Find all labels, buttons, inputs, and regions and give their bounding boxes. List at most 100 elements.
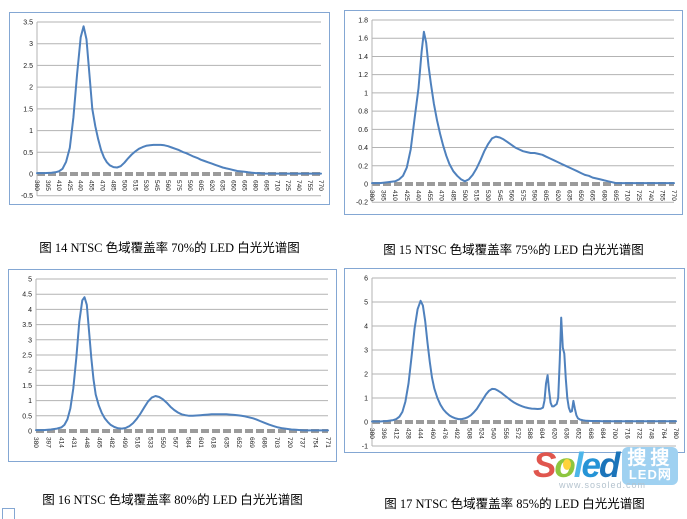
svg-text:650: 650 bbox=[577, 190, 584, 201]
svg-text:482: 482 bbox=[108, 437, 115, 448]
svg-text:-0.2: -0.2 bbox=[356, 200, 368, 207]
svg-text:572: 572 bbox=[514, 428, 521, 439]
svg-text:380: 380 bbox=[32, 437, 39, 448]
svg-text:560: 560 bbox=[164, 180, 171, 191]
svg-text:635: 635 bbox=[565, 190, 572, 201]
svg-text:0.2: 0.2 bbox=[358, 163, 368, 170]
svg-text:444: 444 bbox=[417, 428, 424, 439]
svg-text:605: 605 bbox=[197, 180, 204, 191]
svg-text:515: 515 bbox=[131, 180, 138, 191]
svg-text:455: 455 bbox=[88, 180, 95, 191]
svg-text:590: 590 bbox=[531, 190, 538, 201]
svg-text:-1: -1 bbox=[362, 444, 368, 451]
svg-text:410: 410 bbox=[55, 180, 62, 191]
svg-text:545: 545 bbox=[153, 180, 160, 191]
svg-text:780: 780 bbox=[672, 428, 679, 439]
spectrum-chart-80pct: 5 4.5 4 3.5 3 2.5 2 1.5 1 0.5 0 380 397 414 431 448 465 4… bbox=[8, 269, 337, 462]
svg-text:395: 395 bbox=[380, 190, 387, 201]
svg-text:710: 710 bbox=[273, 180, 280, 191]
svg-text:460: 460 bbox=[429, 428, 436, 439]
svg-text:533: 533 bbox=[146, 437, 153, 448]
svg-text:-0.5: -0.5 bbox=[21, 193, 33, 200]
svg-text:545: 545 bbox=[496, 190, 503, 201]
svg-text:508: 508 bbox=[465, 428, 472, 439]
svg-text:665: 665 bbox=[241, 180, 248, 191]
svg-text:515: 515 bbox=[473, 190, 480, 201]
svg-text:635: 635 bbox=[222, 437, 229, 448]
svg-text:652: 652 bbox=[235, 437, 242, 448]
svg-text:680: 680 bbox=[600, 190, 607, 201]
svg-text:3: 3 bbox=[364, 348, 368, 355]
svg-text:530: 530 bbox=[142, 180, 149, 191]
svg-text:3: 3 bbox=[29, 41, 33, 48]
sosoled-badge: 搜搜 LED网 bbox=[622, 447, 679, 485]
svg-text:380: 380 bbox=[368, 428, 375, 439]
svg-text:754: 754 bbox=[311, 437, 318, 448]
svg-text:425: 425 bbox=[403, 190, 410, 201]
svg-text:700: 700 bbox=[611, 428, 618, 439]
svg-text:2: 2 bbox=[29, 85, 33, 92]
spectrum-chart-85pct: 6 5 4 3 2 1 0 -1 380 396 412 428 444 460 476 492 508 524 5… bbox=[344, 268, 685, 453]
svg-text:770: 770 bbox=[317, 180, 324, 191]
svg-text:396: 396 bbox=[380, 428, 387, 439]
svg-text:703: 703 bbox=[273, 437, 280, 448]
figure-caption-14: 图 14 NTSC 色域覆盖率 70%的 LED 白光光谱图 bbox=[39, 241, 300, 255]
svg-text:492: 492 bbox=[453, 428, 460, 439]
figure-caption-16: 图 16 NTSC 色域覆盖率 80%的 LED 白光光谱图 bbox=[42, 493, 303, 507]
svg-text:2: 2 bbox=[364, 372, 368, 379]
svg-text:1.6: 1.6 bbox=[358, 36, 368, 43]
svg-text:5: 5 bbox=[28, 277, 32, 284]
svg-text:560: 560 bbox=[507, 190, 514, 201]
badge-text-cn: 搜搜 bbox=[627, 448, 674, 469]
svg-text:0: 0 bbox=[364, 420, 368, 427]
svg-text:755: 755 bbox=[658, 190, 665, 201]
svg-text:540: 540 bbox=[490, 428, 497, 439]
svg-text:6: 6 bbox=[364, 276, 368, 283]
svg-text:2.5: 2.5 bbox=[22, 353, 32, 360]
svg-text:500: 500 bbox=[120, 180, 127, 191]
svg-text:485: 485 bbox=[109, 180, 116, 191]
svg-text:428: 428 bbox=[404, 428, 411, 439]
svg-text:1: 1 bbox=[364, 90, 368, 97]
svg-text:748: 748 bbox=[648, 428, 655, 439]
svg-text:1.4: 1.4 bbox=[358, 54, 368, 61]
svg-text:455: 455 bbox=[426, 190, 433, 201]
sosoled-logo: Soled bbox=[533, 446, 620, 485]
svg-text:530: 530 bbox=[484, 190, 491, 201]
svg-text:410: 410 bbox=[391, 190, 398, 201]
svg-text:397: 397 bbox=[45, 437, 52, 448]
svg-text:620: 620 bbox=[550, 428, 557, 439]
svg-text:465: 465 bbox=[95, 437, 102, 448]
svg-text:575: 575 bbox=[519, 190, 526, 201]
svg-text:668: 668 bbox=[587, 428, 594, 439]
svg-text:669: 669 bbox=[248, 437, 255, 448]
watermark: Soled 搜搜 LED网 www.sosoled.com bbox=[533, 447, 685, 490]
svg-text:725: 725 bbox=[284, 180, 291, 191]
svg-text:1: 1 bbox=[364, 396, 368, 403]
svg-text:524: 524 bbox=[477, 428, 484, 439]
svg-text:5: 5 bbox=[364, 300, 368, 307]
svg-text:764: 764 bbox=[660, 428, 667, 439]
svg-text:771: 771 bbox=[324, 437, 331, 448]
svg-text:476: 476 bbox=[441, 428, 448, 439]
svg-text:588: 588 bbox=[526, 428, 533, 439]
svg-text:1.8: 1.8 bbox=[358, 18, 368, 25]
spectrum-chart-75pct: 1.8 1.6 1.4 1.2 1 0.8 0.6 0.4 0.2 0 -0.2 380 395 410 4… bbox=[344, 10, 683, 215]
svg-text:652: 652 bbox=[575, 428, 582, 439]
svg-text:684: 684 bbox=[599, 428, 606, 439]
svg-text:2.5: 2.5 bbox=[23, 63, 33, 70]
svg-text:448: 448 bbox=[83, 437, 90, 448]
svg-text:440: 440 bbox=[414, 190, 421, 201]
svg-text:1.2: 1.2 bbox=[358, 72, 368, 79]
svg-text:431: 431 bbox=[70, 437, 77, 448]
svg-text:0.5: 0.5 bbox=[23, 150, 33, 157]
svg-text:650: 650 bbox=[230, 180, 237, 191]
svg-text:0.6: 0.6 bbox=[358, 127, 368, 134]
svg-text:380: 380 bbox=[368, 190, 375, 201]
svg-text:716: 716 bbox=[623, 428, 630, 439]
svg-text:516: 516 bbox=[134, 437, 141, 448]
svg-text:575: 575 bbox=[175, 180, 182, 191]
svg-text:4: 4 bbox=[28, 307, 32, 314]
badge-text-led: LED网 bbox=[628, 467, 672, 482]
svg-text:740: 740 bbox=[647, 190, 654, 201]
